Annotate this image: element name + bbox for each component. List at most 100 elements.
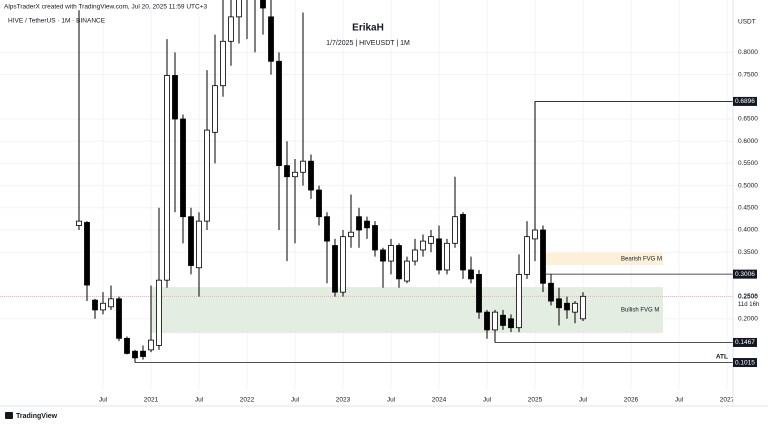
candle-body (532, 229, 538, 240)
zone-label: Bullish FVG M (621, 308, 659, 314)
candle-body (412, 249, 418, 262)
candle-body (388, 245, 394, 262)
y-tick-label: 0.6000 (738, 138, 758, 145)
candle-body (260, 0, 266, 9)
zone (151, 287, 663, 334)
level-label-box (733, 358, 757, 368)
candle-body (132, 350, 138, 359)
y-tick-label: 0.8000 (738, 49, 758, 56)
candle-body (556, 298, 562, 309)
candle-body (516, 273, 522, 329)
candle-body (332, 245, 338, 293)
candle-body (148, 339, 154, 351)
y-tick-label: 0.6500 (738, 116, 758, 123)
y-tick-label: 0.2500 (738, 293, 758, 300)
level-label-box (733, 96, 757, 106)
candle-body (428, 236, 434, 244)
level-label: 0.1467 (735, 339, 755, 346)
y-tick-label: 0.5000 (738, 182, 758, 189)
candle-body (420, 240, 426, 251)
x-tick-label: 2025 (528, 397, 543, 404)
candle-body (356, 216, 362, 231)
x-tick-label: Jul (291, 397, 300, 404)
x-tick-label: Jul (675, 397, 684, 404)
x-tick-label: 2023 (336, 397, 351, 404)
y-tick-label: 0.7500 (738, 71, 758, 78)
level-name: ATL (716, 353, 728, 360)
candle-body (436, 238, 442, 271)
candle-body (228, 16, 234, 42)
candle-body (492, 311, 498, 331)
candle-body (220, 40, 226, 87)
chart-subtitle: 1/7/2025 | HIVEUSDT | 1M (326, 40, 410, 47)
candle-body (372, 225, 378, 251)
candle-body (348, 231, 354, 238)
candle-body (92, 299, 98, 311)
x-tick-label: 2024 (432, 397, 447, 404)
candle-body (76, 220, 82, 226)
logo-icon (5, 412, 13, 419)
y-tick-label: 0.5500 (738, 160, 758, 167)
x-tick-label: 2026 (624, 397, 639, 404)
last-price-label: 0.2506 (738, 293, 758, 300)
candle-body (484, 311, 490, 331)
candle-body (500, 314, 506, 326)
y-tick-label: 0.4500 (738, 205, 758, 212)
brand: TradingView (16, 413, 58, 420)
x-tick-label: 2022 (240, 397, 255, 404)
candle-body (444, 242, 450, 271)
x-tick-label: Jul (579, 397, 588, 404)
y-tick-label: 0.4000 (738, 227, 758, 234)
zone (543, 253, 663, 266)
candle-body (204, 129, 210, 222)
candle-body (524, 236, 530, 275)
x-tick-label: 2027 (720, 397, 735, 404)
zone-label: Bearish FVG M (621, 257, 662, 263)
brand-logo: TradingView (5, 412, 58, 420)
candle-body (364, 220, 370, 229)
candle-body (508, 318, 514, 329)
currency: USDT (738, 19, 756, 26)
level-label-box (733, 269, 757, 279)
candle-body (572, 302, 578, 313)
candle-body (476, 273, 482, 313)
x-tick-label: Jul (99, 397, 108, 404)
candle-body (196, 220, 202, 269)
candle-body (324, 216, 330, 242)
candle-body (188, 216, 194, 266)
candle-body (468, 269, 474, 280)
candle-body (460, 214, 466, 271)
x-tick-label: Jul (195, 397, 204, 404)
candle-body (268, 16, 274, 62)
candle-body (292, 171, 298, 178)
level-label: 0.3006 (735, 271, 755, 278)
candle-body (172, 75, 178, 120)
candle-body (404, 260, 410, 282)
candle-body (380, 249, 386, 262)
candle-body (108, 298, 114, 308)
candle-body (340, 236, 346, 293)
candle-body (284, 165, 290, 178)
candle-body (308, 160, 314, 191)
y-axis: 0.8000 0.7500 0.6500 0.6000 0.5500 0.5000 0.45… (733, 49, 759, 368)
y-tick-label: 0.2000 (738, 316, 758, 323)
level-label-box (733, 337, 757, 347)
candle-body (124, 337, 130, 354)
chart-title: ErikaH (352, 23, 384, 34)
price-axis (733, 0, 768, 426)
candle-body (316, 189, 322, 218)
x-tick-label: 2021 (144, 397, 159, 404)
candle-body (236, 0, 242, 18)
level-label: 0.6896 (735, 98, 755, 105)
symbol: HIVE / TetherUS · 1M · BINANCE (8, 18, 106, 25)
candle-body (84, 222, 90, 286)
candle-body (580, 295, 586, 320)
candle-body (140, 350, 146, 357)
candle-body (164, 75, 170, 281)
candle-body (276, 60, 282, 167)
candle-body (300, 160, 306, 173)
source-note: AlpsTraderX created with TradingView.com… (4, 4, 207, 11)
